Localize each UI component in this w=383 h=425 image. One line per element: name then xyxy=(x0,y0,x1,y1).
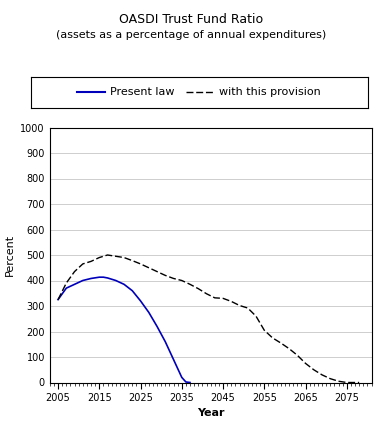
Legend: Present law, with this provision: Present law, with this provision xyxy=(73,83,326,102)
Y-axis label: Percent: Percent xyxy=(5,234,15,276)
X-axis label: Year: Year xyxy=(197,408,224,419)
Text: OASDI Trust Fund Ratio: OASDI Trust Fund Ratio xyxy=(119,13,264,26)
Text: (assets as a percentage of annual expenditures): (assets as a percentage of annual expend… xyxy=(56,30,327,40)
